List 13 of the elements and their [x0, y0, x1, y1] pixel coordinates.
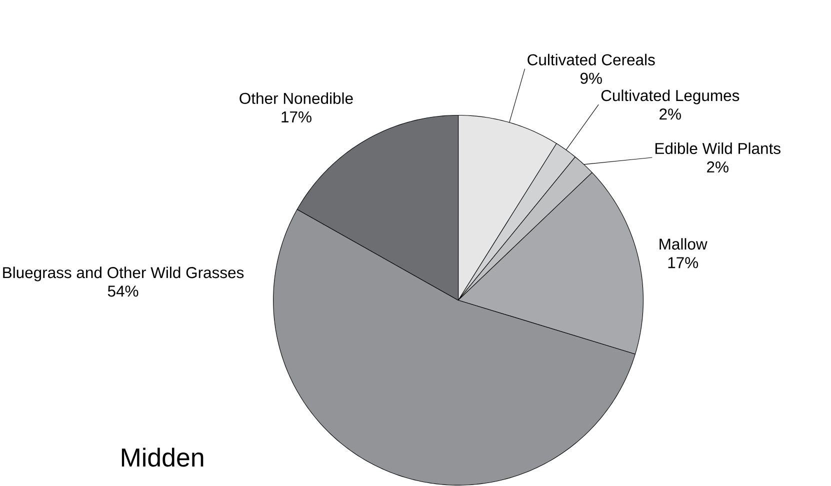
data-label: 17% — [668, 257, 698, 268]
text: Midden — [122, 448, 204, 467]
data-label: 9% — [580, 72, 602, 84]
slice-label: Edible Wild Plants — [655, 142, 780, 154]
slice-label: Bluegrass and Other Wild Grasses — [3, 266, 244, 282]
data-label: 17% — [282, 111, 312, 122]
slice-label: Other Nonedible — [240, 92, 353, 104]
slice-label: Cultivated Cereals — [528, 54, 655, 66]
data-label: 54% — [108, 286, 138, 297]
data-label: 2% — [707, 161, 728, 172]
slice-label: Mallow — [660, 238, 708, 250]
slice-label: Cultivated Legumes — [601, 90, 740, 104]
data-label: 2% — [660, 108, 681, 120]
